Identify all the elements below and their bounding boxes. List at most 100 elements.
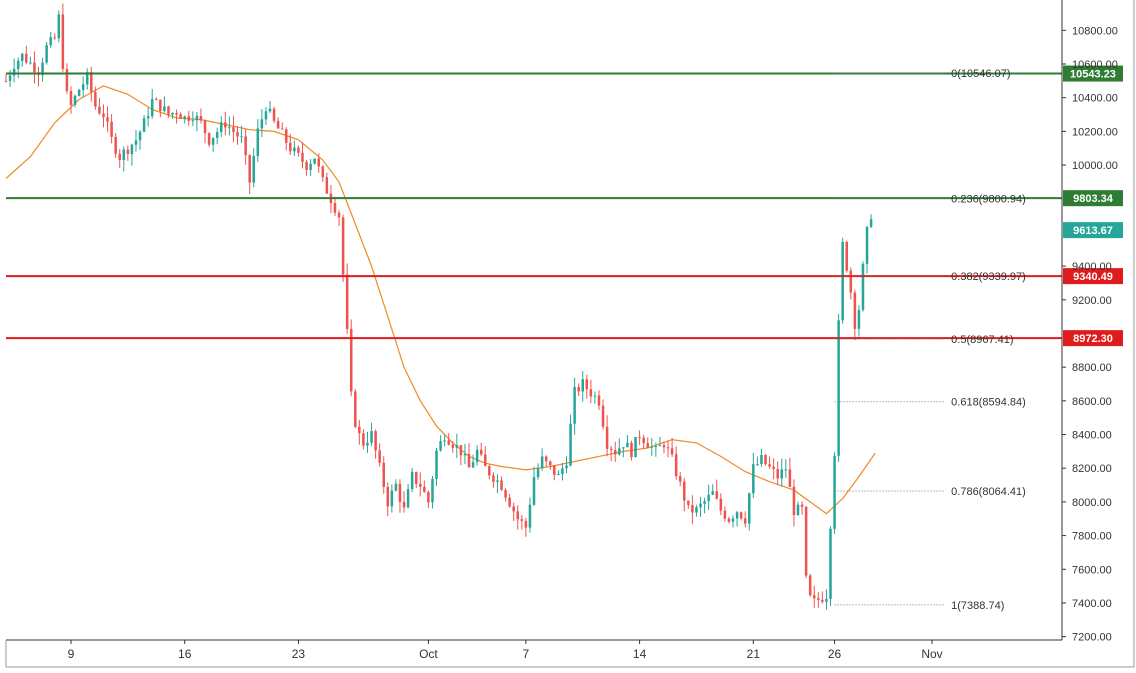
candle-body <box>211 137 215 145</box>
candle-body <box>829 528 832 599</box>
candle-body <box>634 437 637 458</box>
candle-body <box>536 468 540 478</box>
candle-body <box>232 127 235 132</box>
candle-body <box>118 153 121 160</box>
candle-body <box>102 113 105 118</box>
candle-body <box>516 511 520 520</box>
candle-body <box>479 449 483 455</box>
candle-body <box>756 463 759 465</box>
candle-body <box>609 448 613 451</box>
fib-label: 0.5(8967.41) <box>951 334 1013 346</box>
candle-body <box>666 447 670 449</box>
candle-body <box>865 226 869 264</box>
candle-body <box>548 461 552 466</box>
candle-body <box>370 431 373 443</box>
candle-body <box>4 80 8 82</box>
candle-body <box>841 241 844 321</box>
candle-body <box>341 217 345 275</box>
candle-body <box>378 450 381 463</box>
y-tick-label: 7800.00 <box>1072 531 1112 543</box>
candle-body <box>159 99 162 112</box>
candle-body <box>528 504 532 528</box>
candle-body <box>622 447 625 449</box>
level-badge-label: 10543.23 <box>1070 69 1116 81</box>
candle-body <box>512 506 515 512</box>
candle-body <box>272 108 276 121</box>
candle-body <box>431 478 434 503</box>
candle-body <box>345 274 349 329</box>
candle-body <box>752 464 755 494</box>
candle-body <box>45 45 48 63</box>
candle-body <box>81 84 85 90</box>
candle-body <box>207 133 211 145</box>
candle-body <box>220 122 223 133</box>
candle-body <box>49 37 52 46</box>
candle-body <box>366 442 369 446</box>
candle-body <box>61 14 65 69</box>
candle-body <box>731 518 735 522</box>
candle-body <box>484 454 487 467</box>
candle-body <box>183 116 186 119</box>
y-tick-label: 10000.00 <box>1072 160 1118 172</box>
candle-body <box>508 497 511 507</box>
candle-body <box>228 127 231 129</box>
candle-body <box>459 445 463 456</box>
candle-body <box>768 464 771 467</box>
candle-body <box>585 379 589 390</box>
candle-body <box>650 446 654 448</box>
candle-body <box>175 112 178 115</box>
x-tick-label: 14 <box>633 647 647 661</box>
candle-body <box>57 14 61 39</box>
candle-body <box>248 155 251 183</box>
candle-body <box>284 129 288 143</box>
y-tick-label: 8600.00 <box>1072 396 1112 408</box>
y-tick-label: 8800.00 <box>1072 362 1112 374</box>
candle-body <box>735 512 739 519</box>
candle-body <box>597 395 601 406</box>
candle-body <box>33 62 36 73</box>
candle-body <box>565 465 568 469</box>
candle-body <box>146 116 150 119</box>
candle-body <box>703 501 706 504</box>
candle-body <box>853 292 857 329</box>
x-tick-label: 26 <box>828 647 842 661</box>
candle-body <box>362 433 365 446</box>
candle-body <box>553 465 556 475</box>
candle-body <box>849 270 853 293</box>
candle-body <box>390 490 394 507</box>
candle-body <box>419 483 422 487</box>
candle-body <box>780 469 784 479</box>
candle-body <box>85 72 89 85</box>
candle-body <box>8 75 12 81</box>
y-tick-label: 9200.00 <box>1072 295 1112 307</box>
candle-body <box>244 136 247 156</box>
candle-body <box>561 468 564 474</box>
candle-body <box>845 241 848 271</box>
candle-body <box>394 483 398 491</box>
candle-body <box>500 480 503 490</box>
candle-body <box>642 437 645 444</box>
candle-body <box>289 142 292 152</box>
candle-body <box>435 450 438 479</box>
x-tick-label: 23 <box>292 647 306 661</box>
candle-body <box>195 115 199 121</box>
candle-body <box>171 112 174 115</box>
candle-body <box>577 386 580 392</box>
candle-body <box>748 493 751 524</box>
fibonacci-layer: 0(10546.07) 0.236(9800.94) 0.382(9339.97) 0… <box>834 68 1026 612</box>
candle-body <box>256 128 260 156</box>
x-tick-label: 16 <box>178 647 192 661</box>
candle-body <box>707 494 710 502</box>
level-badge-label: 9803.34 <box>1073 193 1114 205</box>
level-badge-label: 8972.30 <box>1073 333 1113 345</box>
level-badge <box>1063 330 1123 347</box>
candle-body <box>618 448 621 455</box>
candle-body <box>374 431 377 451</box>
candle-body <box>53 37 56 39</box>
candle-body <box>224 122 227 128</box>
candle-body <box>654 446 658 448</box>
candle-body <box>90 72 93 92</box>
candle-body <box>179 114 182 119</box>
